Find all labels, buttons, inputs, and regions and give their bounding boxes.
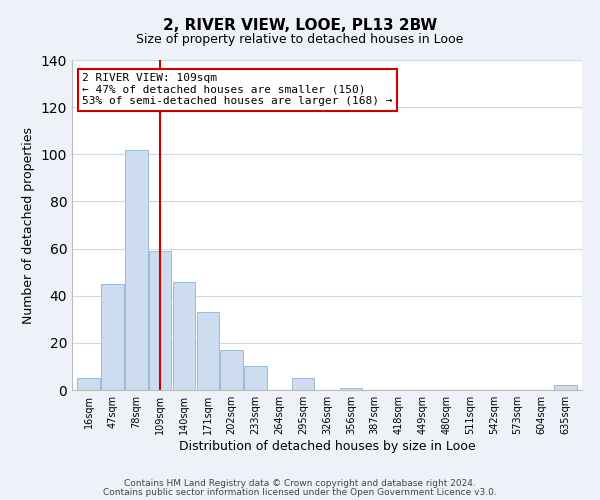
Y-axis label: Number of detached properties: Number of detached properties: [22, 126, 35, 324]
Text: 2 RIVER VIEW: 109sqm
← 47% of detached houses are smaller (150)
53% of semi-deta: 2 RIVER VIEW: 109sqm ← 47% of detached h…: [82, 73, 392, 106]
Text: Contains public sector information licensed under the Open Government Licence v3: Contains public sector information licen…: [103, 488, 497, 497]
Bar: [125, 150, 148, 390]
Bar: [340, 388, 362, 390]
Bar: [149, 251, 172, 390]
Bar: [173, 282, 196, 390]
Bar: [220, 350, 243, 390]
Bar: [197, 312, 219, 390]
Bar: [554, 386, 577, 390]
Text: Contains HM Land Registry data © Crown copyright and database right 2024.: Contains HM Land Registry data © Crown c…: [124, 479, 476, 488]
Bar: [244, 366, 267, 390]
Bar: [77, 378, 100, 390]
Bar: [292, 378, 314, 390]
Bar: [101, 284, 124, 390]
Text: 2, RIVER VIEW, LOOE, PL13 2BW: 2, RIVER VIEW, LOOE, PL13 2BW: [163, 18, 437, 32]
Text: Size of property relative to detached houses in Looe: Size of property relative to detached ho…: [136, 32, 464, 46]
X-axis label: Distribution of detached houses by size in Looe: Distribution of detached houses by size …: [179, 440, 475, 453]
